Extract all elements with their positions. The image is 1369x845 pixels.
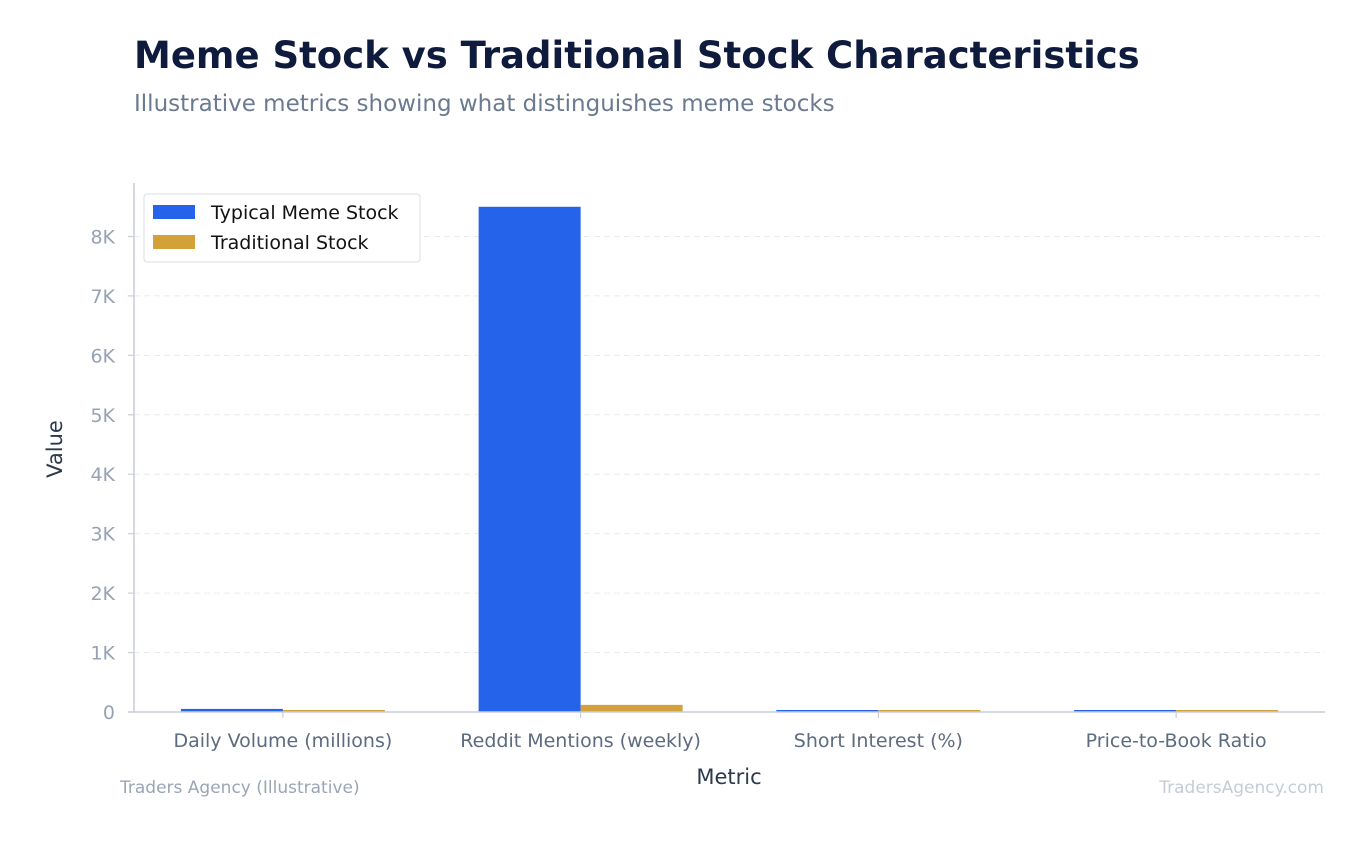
legend-swatch: [153, 235, 195, 249]
y-tick-label: 3K: [90, 524, 115, 546]
y-tick-label: 2K: [90, 583, 115, 605]
legend: Typical Meme Stock Traditional Stock: [143, 193, 421, 263]
bar-meme: [180, 708, 283, 712]
bar-meme: [478, 206, 581, 713]
bar-meme: [776, 710, 879, 712]
axes: [128, 183, 1325, 713]
source-note: Traders Agency (Illustrative): [120, 778, 360, 798]
x-tick-label: Daily Volume (millions): [173, 730, 392, 752]
y-tick-label: 5K: [90, 405, 115, 427]
legend-label: Typical Meme Stock: [210, 202, 399, 224]
bar-traditional: [1176, 710, 1279, 712]
legend-box: [143, 193, 421, 263]
y-axis-title: Value: [43, 420, 67, 478]
x-tick-label: Short Interest (%): [794, 730, 963, 752]
y-tick-label: 6K: [90, 345, 115, 367]
y-tick-label: 4K: [90, 464, 115, 486]
bar-traditional: [580, 704, 683, 712]
grid: [134, 235, 1325, 654]
y-tick-label: 1K: [90, 643, 115, 665]
legend-swatch: [153, 205, 195, 219]
y-tick-label: 7K: [90, 286, 115, 308]
bar-meme: [1074, 710, 1177, 712]
bar-traditional: [878, 710, 981, 712]
x-tick-label: Reddit Mentions (weekly): [460, 730, 701, 752]
y-tick-label: 0: [103, 702, 115, 724]
chart-title: Meme Stock vs Traditional Stock Characte…: [134, 34, 1140, 77]
chart-subtitle: Illustrative metrics showing what distin…: [134, 91, 835, 117]
legend-label: Traditional Stock: [210, 232, 369, 254]
watermark: TradersAgency.com: [1159, 778, 1324, 798]
x-axis-title: Metric: [696, 765, 761, 789]
y-tick-label: 8K: [90, 226, 115, 248]
bar-traditional: [282, 710, 385, 712]
bars: [180, 206, 1279, 713]
tick-labels: 0 1K 2K 3K 4K 5K 6K 7K 8K Daily Volume (millions)…: [90, 226, 1266, 752]
x-tick-label: Price-to-Book Ratio: [1086, 730, 1267, 752]
